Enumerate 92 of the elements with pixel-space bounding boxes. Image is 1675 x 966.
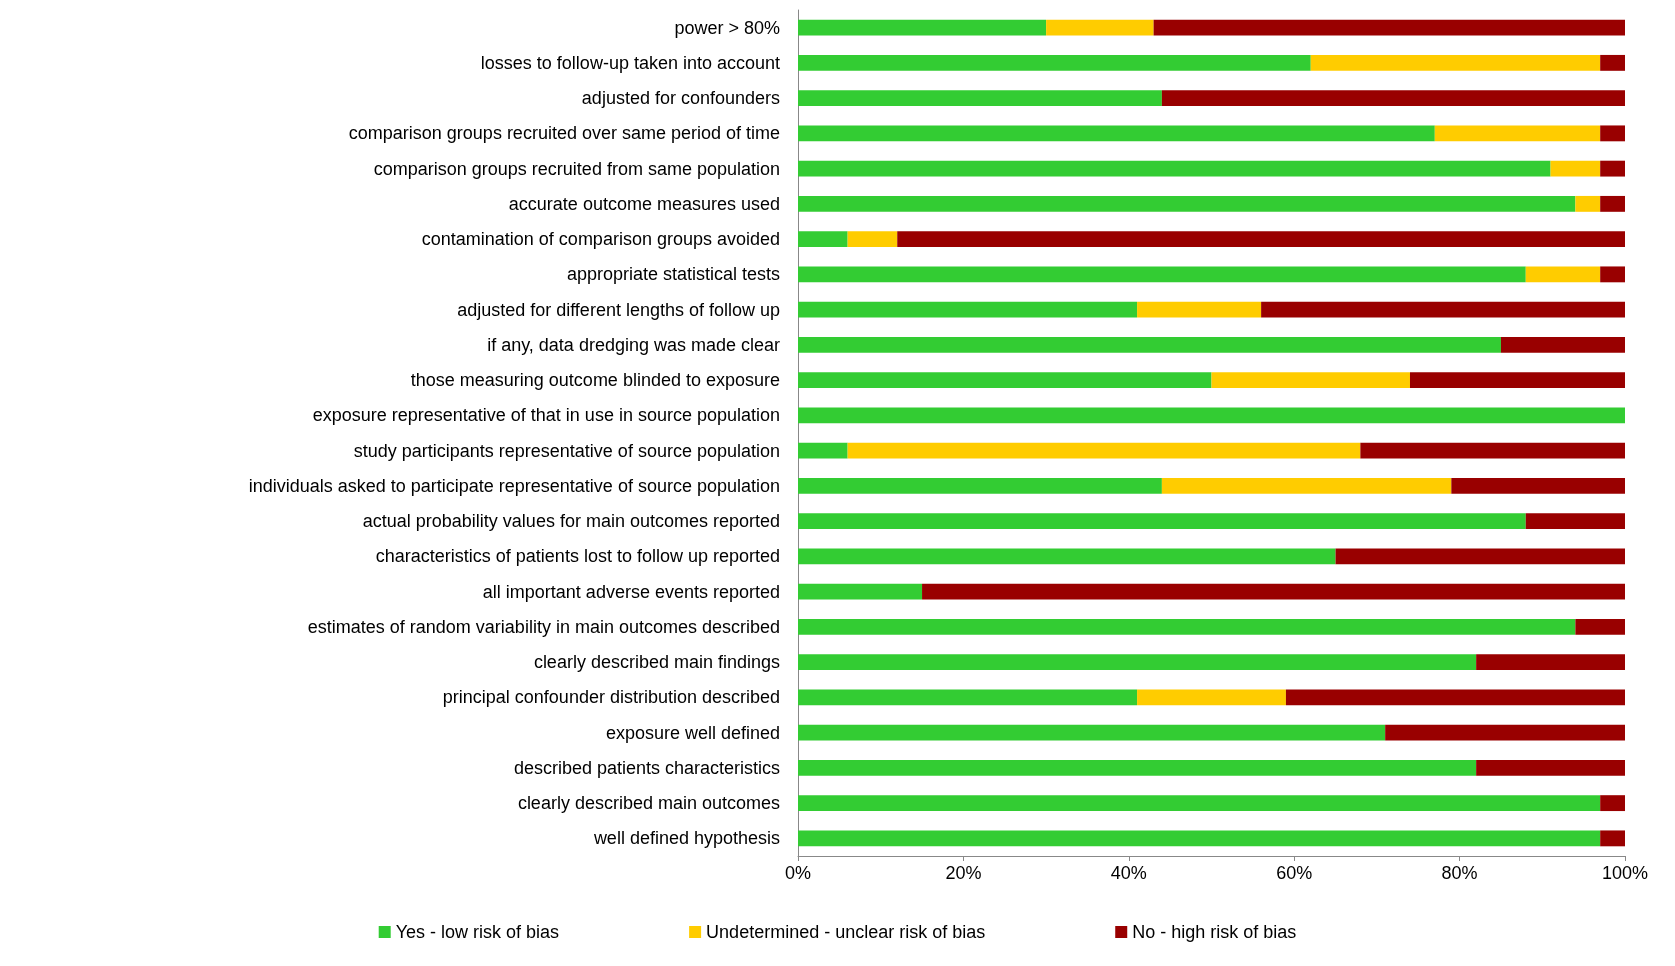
bar <box>1600 125 1625 142</box>
bar <box>798 513 1526 530</box>
bar <box>798 477 1162 494</box>
bar <box>1153 19 1625 36</box>
y-tick-label: if any, data dredging was made clear <box>487 334 780 355</box>
y-tick-label: appropriate statistical tests <box>566 264 780 285</box>
bar <box>798 724 1386 741</box>
bar <box>798 160 1551 177</box>
bar <box>798 19 1047 36</box>
legend-label: Yes - low risk of bias <box>395 922 560 942</box>
bar <box>798 336 1501 353</box>
bar <box>1409 372 1625 389</box>
bar <box>1137 301 1262 318</box>
bar <box>798 618 1576 635</box>
bar <box>798 90 1162 107</box>
y-tick-label: estimates of random variability in main outcomes described <box>307 616 780 637</box>
bar <box>847 231 898 248</box>
x-tick-label: 80% <box>1441 863 1478 883</box>
bar <box>1600 830 1625 847</box>
y-tick-label: accurate outcome measures used <box>508 193 780 214</box>
bar <box>798 548 1336 565</box>
bar <box>1211 372 1410 389</box>
bar <box>1360 442 1625 459</box>
bar <box>1476 654 1625 671</box>
legend-label: Undetermined - unclear risk of bias <box>706 922 986 942</box>
y-tick-label: clearly described main outcomes <box>517 793 780 814</box>
y-tick-label: exposure representative of that in use in source population <box>312 405 780 426</box>
x-tick-label: 20% <box>945 863 982 883</box>
bar <box>798 195 1576 212</box>
bar <box>798 266 1526 283</box>
bar <box>1310 54 1601 71</box>
bar <box>1335 548 1625 565</box>
legend-label: No - high risk of bias <box>1132 922 1297 942</box>
bar <box>798 301 1138 318</box>
bar <box>798 689 1138 706</box>
y-tick-label: losses to follow-up taken into account <box>480 52 780 73</box>
bar <box>798 830 1601 847</box>
y-tick-label: actual probability values for main outcomes reported <box>362 511 780 532</box>
y-tick-label: well defined hypothesis <box>592 828 780 849</box>
bar <box>897 231 1625 248</box>
y-tick-label: characteristics of patients lost to follow up reported <box>375 546 780 567</box>
bar <box>1600 160 1625 177</box>
y-tick-label: power > 80% <box>674 17 780 38</box>
y-tick-label: those measuring outcome blinded to exposure <box>410 370 780 391</box>
bar <box>1600 195 1625 212</box>
bar <box>1525 266 1601 283</box>
bar <box>922 583 1625 600</box>
y-tick-label: comparison groups recruited over same period of time <box>348 123 780 144</box>
bar <box>1476 759 1625 776</box>
bar <box>798 372 1212 389</box>
bar <box>1046 19 1154 36</box>
y-tick-label: comparison groups recruited from same population <box>373 158 780 179</box>
bar <box>1600 266 1625 283</box>
bar <box>1575 195 1601 212</box>
bar <box>798 583 923 600</box>
bar <box>1261 301 1625 318</box>
bar <box>1451 477 1625 494</box>
bar <box>798 231 848 248</box>
bar <box>1550 160 1601 177</box>
y-tick-label: individuals asked to participate representative of source population <box>248 475 780 496</box>
bar <box>1161 90 1625 107</box>
y-tick-label: all important adverse events reported <box>482 581 780 602</box>
y-tick-label: exposure well defined <box>605 722 780 743</box>
y-tick-label: study participants representative of source population <box>353 440 780 461</box>
bar <box>798 442 848 459</box>
bar <box>798 125 1435 142</box>
bar <box>1500 336 1625 353</box>
bar <box>798 759 1477 776</box>
bar <box>1285 689 1625 706</box>
x-tick-label: 40% <box>1110 863 1147 883</box>
y-tick-label: clearly described main findings <box>533 652 780 673</box>
y-tick-label: adjusted for different lengths of follow up <box>457 299 780 320</box>
bar <box>1575 618 1625 635</box>
bar <box>798 54 1311 71</box>
bar <box>798 654 1477 671</box>
bar <box>798 407 1625 424</box>
x-tick-label: 100% <box>1601 863 1649 883</box>
bar <box>1600 54 1625 71</box>
bar <box>1434 125 1601 142</box>
bar <box>1525 513 1625 530</box>
bar <box>847 442 1361 459</box>
x-tick-label: 0% <box>784 863 812 883</box>
y-tick-label: described patients characteristics <box>513 757 780 778</box>
bar <box>798 795 1601 812</box>
y-tick-label: principal confounder distribution described <box>442 687 780 708</box>
bar <box>1600 795 1625 812</box>
x-tick-label: 60% <box>1276 863 1313 883</box>
bar <box>1161 477 1452 494</box>
y-tick-label: adjusted for confounders <box>581 88 780 109</box>
y-tick-label: contamination of comparison groups avoided <box>421 229 780 250</box>
bar <box>1137 689 1286 706</box>
bar <box>1385 724 1625 741</box>
